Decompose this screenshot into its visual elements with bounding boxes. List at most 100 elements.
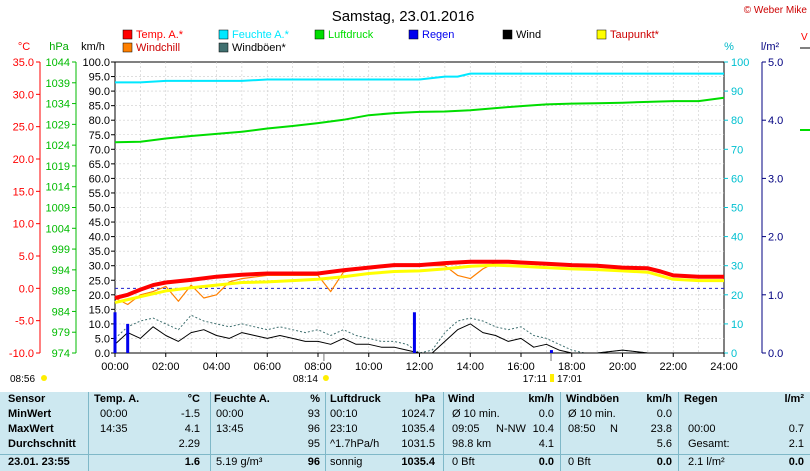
wind-tick-label: 25.0 [89,275,110,287]
pressure-tick-label: 1039 [46,78,70,90]
x-tick-label: 10:00 [355,361,383,373]
wind-tick-label: 75.0 [89,130,110,142]
x-tick-label: 16:00 [507,361,535,373]
pressure-tick-label: 1014 [46,182,70,194]
wind-tick-label: 90.0 [89,86,110,98]
temp-value: -1.5 [181,408,200,420]
wind-tick-label: 35.0 [89,246,110,258]
x-tick-label: 14:00 [456,361,484,373]
wind-tick-label: 55.0 [89,188,110,200]
humidity-tick-label: 70 [731,144,743,156]
header-gust: Windböen [566,393,620,405]
right-edge-clip: V [794,32,810,392]
row-label: Durchschnitt [8,438,76,450]
series-line-windben [114,314,724,354]
pressure-axis-unit: hPa [49,41,69,53]
series-line-wind [114,323,724,354]
sun-icon [322,375,329,381]
table-separator [678,392,679,471]
humidity-tick-label: 30 [731,261,743,273]
temp-time: 14:35 [100,423,128,435]
wind-tick-label: 20.0 [89,290,110,302]
humidity-time: 13:45 [216,423,244,435]
moonset-time: 08:56 [10,374,35,385]
rain-bar [412,312,416,353]
wind-time: 0 Bft [452,456,475,468]
rain-label: 00:00 [688,423,716,435]
wind-time: Ø 10 min. [452,408,500,420]
wind-tick-label: 95.0 [89,72,110,84]
rain-bar [126,323,130,353]
header-rain: Regen [684,393,718,405]
wind-time: 98.8 km [452,438,492,450]
legend-swatch [314,29,325,40]
table-separator [210,392,211,471]
rain-tick-label: 2.0 [768,232,783,244]
temp-value: 2.29 [178,438,200,450]
temp-tick-label: 10.0 [13,219,34,231]
pressure-tick-label: 1019 [46,161,70,173]
humidity-tick-label: 20 [731,290,743,302]
wind-tick-label: 10.0 [89,319,110,331]
humidity-value: 96 [307,456,320,468]
pressure-tick-label: 974 [52,348,70,360]
temp-value: 4.1 [184,423,200,435]
temp-tick-label: 25.0 [13,122,34,134]
humidity-tick-label: 100 [731,57,749,69]
wind-tick-label: 50.0 [89,203,110,215]
wind-tick-label: 60.0 [89,173,110,185]
wind-value: 4.1 [538,438,554,450]
gust-value: 23.8 [650,423,672,435]
rain-label: 2.1 l/m² [688,456,725,468]
x-tick-label: 00:00 [101,361,129,373]
header-pressure-unit: hPa [414,393,435,405]
axis-ticks: 35.0 30.0 25.0 20.0 15.0 10.0 5.0 0.0 -5.0 -10.0 1… [9,57,783,373]
header-wind: Wind [448,393,475,405]
moonrise-time: 17:01 [557,374,582,385]
pressure-tick-label: 979 [52,327,70,339]
x-tick-label: 20:00 [609,361,637,373]
rain-axis-unit: l/m² [761,41,780,53]
rain-tick-label: 4.0 [768,115,783,127]
series-line-luftdruck [114,96,725,144]
pressure-value: 1035.4 [401,423,435,435]
rain-tick-label: 1.0 [768,290,783,302]
legend-label: Luftdruck [328,29,374,41]
row-label: MaxWert [8,423,54,435]
header-humidity-unit: % [310,393,320,405]
table-separator [443,392,444,471]
legend-swatch [218,29,229,40]
legend-label: Temp. A.* [136,29,184,41]
pressure-tick-label: 1024 [46,140,70,152]
temp-tick-label: 20.0 [13,154,34,166]
pressure-value: 1031.5 [401,438,435,450]
wind-value: 0.0 [538,456,554,468]
wind-time: 09:05 [452,423,480,435]
temp-time: 00:00 [100,408,128,420]
humidity-tick-label: 80 [731,115,743,127]
temp-axis-unit: °C [18,41,30,53]
wind-tick-label: 45.0 [89,217,110,229]
rain-tick-label: 3.0 [768,173,783,185]
pressure-time: 23:10 [330,423,358,435]
pressure-tick-label: 1009 [46,203,70,215]
grid-lines [115,62,724,353]
pressure-tick-label: 994 [52,265,70,277]
humidity-tick-label: 40 [731,232,743,244]
gust-value: 5.6 [656,438,672,450]
temp-value: 1.6 [184,456,200,468]
table-separator [325,392,326,471]
rain-value: 0.7 [788,423,804,435]
legend-swatch [122,29,133,40]
header-wind-unit: km/h [528,393,554,405]
rain-value: 0.0 [788,456,804,468]
legend-swatch [408,29,419,40]
pressure-time: 00:10 [330,408,358,420]
legend-swatch [218,42,229,53]
rain-bar [113,312,117,353]
pressure-tick-label: 1004 [46,223,70,235]
legend-label: Regen [422,29,454,41]
humidity-tick-label: 50 [731,203,743,215]
sunrise-time: 08:14 [293,374,318,385]
table-header-row: Sensor Temp. A. °C Feuchte A.% Luftdruck hPa W… [0,392,810,407]
